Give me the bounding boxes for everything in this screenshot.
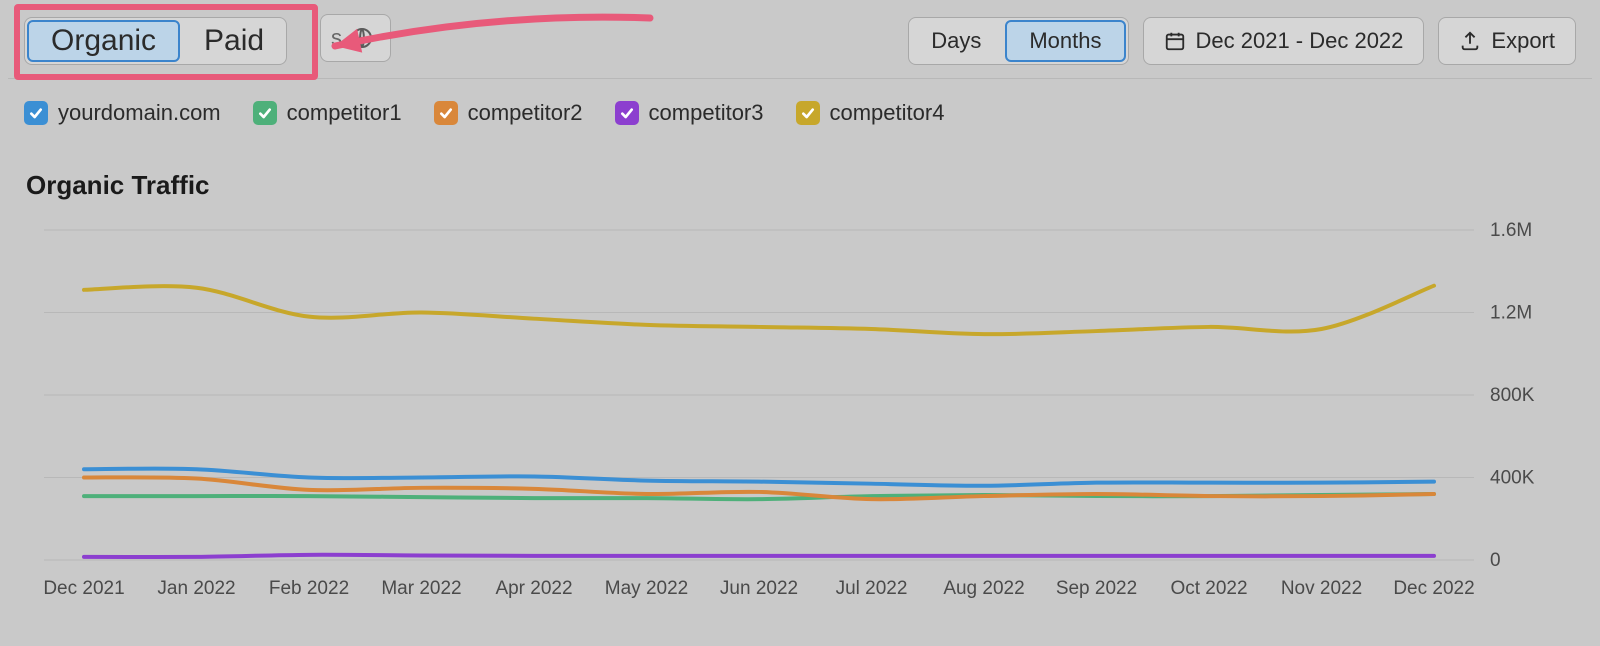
traffic-type-tabs: Organic Paid bbox=[24, 17, 287, 65]
checkbox-icon bbox=[434, 101, 458, 125]
granularity-tabs: Days Months bbox=[908, 17, 1128, 65]
svg-text:Feb 2022: Feb 2022 bbox=[269, 578, 349, 599]
svg-text:Dec 2022: Dec 2022 bbox=[1393, 578, 1474, 599]
legend-label: competitor2 bbox=[468, 100, 583, 126]
svg-text:1.6M: 1.6M bbox=[1490, 220, 1532, 241]
svg-text:Mar 2022: Mar 2022 bbox=[381, 578, 461, 599]
export-button[interactable]: Export bbox=[1438, 17, 1576, 65]
toolbar-divider bbox=[8, 78, 1592, 79]
date-range-button[interactable]: Dec 2021 - Dec 2022 bbox=[1143, 17, 1425, 65]
svg-text:Jan 2022: Jan 2022 bbox=[157, 578, 235, 599]
legend-label: yourdomain.com bbox=[58, 100, 221, 126]
calendar-icon bbox=[1164, 30, 1186, 52]
svg-text:Nov 2022: Nov 2022 bbox=[1281, 578, 1362, 599]
svg-text:Oct 2022: Oct 2022 bbox=[1170, 578, 1247, 599]
traffic-chart: 0 400K 800K 1.2M 1.6M Dec 2021 Jan 2022 Feb 202… bbox=[24, 220, 1564, 620]
checkbox-icon bbox=[253, 101, 277, 125]
svg-text:400K: 400K bbox=[1490, 468, 1535, 489]
legend-label: competitor3 bbox=[649, 100, 764, 126]
granularity-days-label: Days bbox=[931, 28, 981, 54]
legend-label: competitor4 bbox=[830, 100, 945, 126]
svg-text:1.2M: 1.2M bbox=[1490, 303, 1532, 324]
chart-title: Organic Traffic bbox=[26, 170, 210, 201]
legend-item-competitor1[interactable]: competitor1 bbox=[253, 100, 402, 126]
tab-organic[interactable]: Organic bbox=[27, 20, 180, 62]
export-icon bbox=[1459, 30, 1481, 52]
export-label: Export bbox=[1491, 28, 1555, 54]
tab-organic-label: Organic bbox=[51, 24, 156, 58]
tab-paid[interactable]: Paid bbox=[182, 18, 286, 64]
legend-item-competitor4[interactable]: competitor4 bbox=[796, 100, 945, 126]
granularity-months[interactable]: Months bbox=[1005, 20, 1125, 62]
granularity-days[interactable]: Days bbox=[909, 18, 1003, 64]
legend: yourdomain.com competitor1 competitor2 comp… bbox=[24, 100, 944, 126]
svg-text:Sep 2022: Sep 2022 bbox=[1056, 578, 1137, 599]
checkbox-icon bbox=[796, 101, 820, 125]
date-range-label: Dec 2021 - Dec 2022 bbox=[1196, 28, 1404, 54]
svg-text:Aug 2022: Aug 2022 bbox=[943, 578, 1024, 599]
checkbox-icon bbox=[24, 101, 48, 125]
legend-item-competitor3[interactable]: competitor3 bbox=[615, 100, 764, 126]
svg-text:Dec 2021: Dec 2021 bbox=[43, 578, 124, 599]
granularity-months-label: Months bbox=[1029, 28, 1101, 54]
svg-text:Jul 2022: Jul 2022 bbox=[836, 578, 908, 599]
legend-label: competitor1 bbox=[287, 100, 402, 126]
svg-text:May 2022: May 2022 bbox=[605, 578, 688, 599]
svg-text:Jun 2022: Jun 2022 bbox=[720, 578, 798, 599]
svg-text:0: 0 bbox=[1490, 550, 1501, 571]
svg-text:Apr 2022: Apr 2022 bbox=[495, 578, 572, 599]
svg-text:800K: 800K bbox=[1490, 385, 1535, 406]
toolbar: Organic Paid Days Months Dec 2021 - Dec … bbox=[0, 10, 1600, 72]
tab-paid-label: Paid bbox=[204, 24, 264, 58]
legend-item-yourdomain-com[interactable]: yourdomain.com bbox=[24, 100, 221, 126]
checkbox-icon bbox=[615, 101, 639, 125]
legend-item-competitor2[interactable]: competitor2 bbox=[434, 100, 583, 126]
